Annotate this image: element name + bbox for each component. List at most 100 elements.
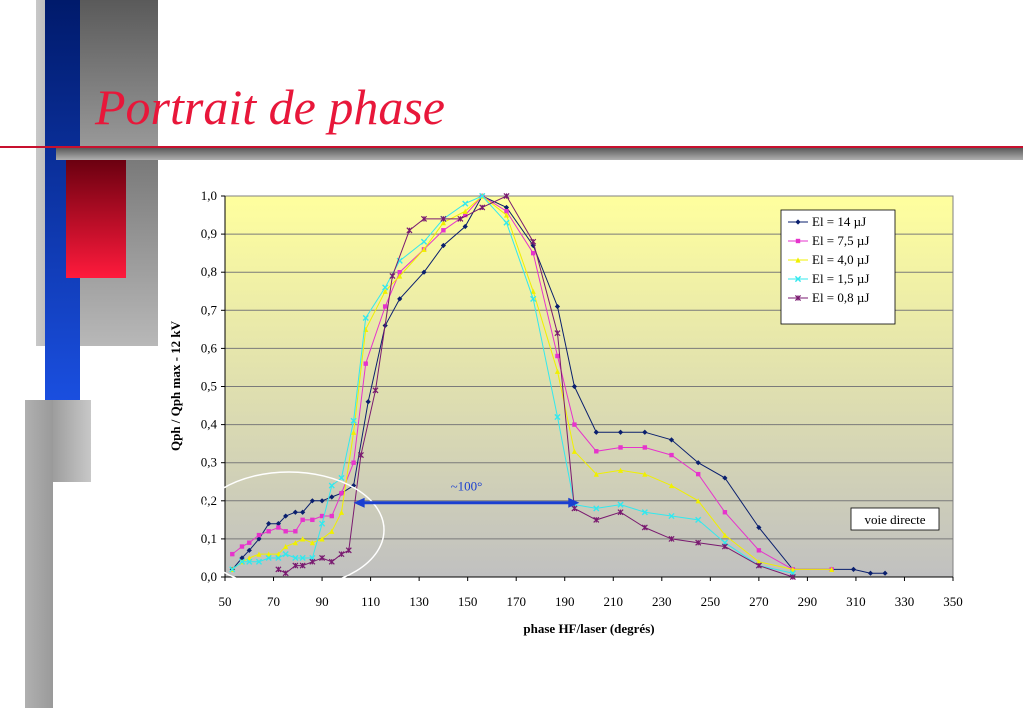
data-point — [362, 314, 369, 322]
data-point — [351, 429, 357, 435]
data-point — [239, 555, 245, 561]
data-point — [695, 516, 702, 523]
legend-swatch-marker — [794, 294, 802, 302]
data-point — [618, 445, 623, 450]
data-point — [829, 566, 835, 572]
y-tick-label: 0,5 — [201, 379, 217, 394]
data-point — [503, 212, 510, 218]
data-point — [572, 422, 577, 427]
data-point — [292, 562, 299, 569]
data-point — [397, 296, 403, 302]
data-point — [554, 303, 561, 310]
data-point — [668, 482, 675, 489]
data-point — [339, 490, 344, 496]
data-point — [292, 509, 298, 515]
data-point — [463, 212, 468, 218]
y-tick-label: 0,4 — [201, 417, 218, 432]
data-point — [479, 192, 486, 200]
data-point — [282, 570, 289, 577]
data-point — [756, 548, 762, 553]
data-point — [256, 532, 262, 538]
data-point — [247, 540, 252, 545]
data-point — [593, 429, 599, 435]
data-point — [309, 540, 315, 546]
data-point — [309, 498, 315, 504]
data-point — [275, 551, 281, 557]
data-point — [363, 361, 368, 366]
x-tick-label: 90 — [316, 594, 329, 609]
x-tick-label: 130 — [409, 594, 429, 609]
data-point — [440, 242, 446, 249]
x-tick-label: 270 — [749, 594, 769, 609]
y-tick-label: 0,3 — [201, 455, 217, 470]
data-point — [338, 509, 345, 515]
data-point — [593, 505, 600, 512]
data-point — [462, 223, 468, 230]
data-point — [756, 524, 762, 531]
data-point — [397, 273, 403, 279]
data-point — [397, 270, 402, 275]
data-point — [276, 525, 281, 530]
data-point — [420, 215, 428, 222]
legend-box — [780, 209, 896, 325]
series-5 — [275, 192, 796, 581]
data-point — [350, 417, 357, 424]
series-line — [231, 195, 832, 570]
data-point — [300, 509, 306, 515]
range-arrow-head-right — [568, 497, 580, 508]
data-point — [382, 284, 389, 291]
data-point — [310, 517, 315, 523]
decor-bar-gray-dark — [80, 0, 158, 150]
data-point — [668, 437, 675, 443]
data-point — [593, 516, 600, 523]
data-point — [882, 570, 888, 576]
x-tick-label: 330 — [895, 594, 915, 609]
x-tick-label: 70 — [267, 594, 280, 609]
y-tick-label: 0,8 — [201, 264, 217, 279]
data-point — [266, 551, 272, 557]
data-point — [319, 513, 325, 519]
data-point — [669, 452, 674, 458]
data-point — [440, 215, 447, 222]
data-point — [696, 471, 701, 477]
range-arrow-head-left — [353, 497, 365, 508]
data-point — [554, 330, 561, 337]
data-point — [695, 498, 701, 504]
data-point — [441, 228, 446, 233]
legend-label: El = 0,8 µJ — [812, 290, 869, 305]
data-point — [617, 509, 624, 516]
data-point — [462, 200, 469, 207]
x-tick-label: 190 — [555, 594, 575, 609]
data-point — [695, 460, 701, 466]
data-point — [722, 475, 728, 481]
legend-swatch-marker — [795, 257, 801, 263]
data-point — [319, 536, 325, 542]
data-point — [292, 540, 298, 546]
data-point — [266, 521, 272, 527]
x-tick-label: 210 — [604, 594, 624, 609]
legend-swatch-marker — [794, 275, 802, 283]
data-point — [530, 238, 537, 245]
x-tick-label: 150 — [458, 594, 478, 609]
data-point — [266, 529, 271, 534]
legend-label: El = 14 µJ — [812, 214, 866, 229]
data-point — [642, 429, 648, 435]
data-point — [382, 304, 388, 309]
data-point — [389, 272, 396, 280]
x-tick-label: 110 — [361, 594, 380, 609]
data-point — [309, 558, 316, 565]
slide-title: Portrait de phase — [95, 79, 445, 135]
y-axis-title: Qph / Qph max - 12 kV — [168, 320, 183, 451]
data-point — [571, 448, 578, 454]
data-point — [292, 554, 299, 562]
data-point — [850, 566, 857, 572]
data-point — [617, 429, 624, 435]
data-point — [293, 529, 298, 534]
legend-swatch-marker — [795, 219, 801, 225]
data-point — [275, 521, 281, 527]
data-point — [396, 257, 403, 264]
data-point — [668, 535, 675, 542]
data-point — [617, 501, 624, 508]
y-tick-label: 0,6 — [201, 340, 218, 355]
